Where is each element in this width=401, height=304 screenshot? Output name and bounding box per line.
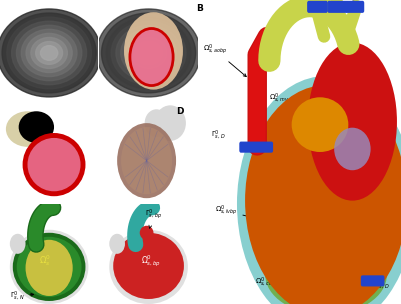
Ellipse shape [7,17,91,89]
Text: $\Omega^0_{s,lv}$: $\Omega^0_{s,lv}$ [360,214,377,233]
Text: G: G [288,8,296,18]
Ellipse shape [245,85,401,304]
Ellipse shape [308,43,397,201]
Ellipse shape [17,237,81,297]
Text: $\Omega^0_{s,mv}$: $\Omega^0_{s,mv}$ [269,92,305,114]
Ellipse shape [124,12,183,90]
Text: $\Gamma^0_{s,bp}$: $\Gamma^0_{s,bp}$ [145,208,162,228]
Text: $\Omega^0_{s,bp}$: $\Omega^0_{s,bp}$ [141,254,161,269]
Ellipse shape [97,9,200,97]
Ellipse shape [113,233,184,299]
Text: F: F [141,208,147,217]
Ellipse shape [2,13,96,93]
Ellipse shape [109,234,125,254]
Text: $\Omega^0_{s,av}$: $\Omega^0_{s,av}$ [360,141,379,154]
FancyBboxPatch shape [240,142,272,152]
Text: $\Omega^0_{s,lvbp}$: $\Omega^0_{s,lvbp}$ [215,204,292,228]
Text: C: C [4,107,10,116]
Ellipse shape [0,9,101,97]
Text: $\Omega^0_{s,total}$: $\Omega^0_{s,total}$ [300,185,330,199]
Ellipse shape [19,111,54,143]
Ellipse shape [10,234,26,254]
Ellipse shape [265,236,387,304]
Ellipse shape [22,133,85,196]
Text: D: D [176,107,184,116]
Ellipse shape [334,128,371,170]
Ellipse shape [26,33,72,73]
Ellipse shape [116,25,181,81]
FancyBboxPatch shape [362,276,384,286]
Ellipse shape [41,46,58,60]
Text: E: E [41,208,47,217]
Ellipse shape [131,29,172,85]
Text: A: A [4,4,11,13]
Ellipse shape [121,127,172,194]
Ellipse shape [31,37,67,68]
Ellipse shape [135,42,162,64]
Ellipse shape [6,111,49,147]
Text: $\Omega^0_{s,cushion}$: $\Omega^0_{s,cushion}$ [255,276,306,289]
Ellipse shape [140,226,154,240]
Text: $\Gamma^0_{s,N}$: $\Gamma^0_{s,N}$ [10,290,34,303]
Text: $\Gamma^0_{s,D}$: $\Gamma^0_{s,D}$ [375,279,389,292]
Ellipse shape [13,233,85,301]
Ellipse shape [106,17,191,89]
Ellipse shape [111,21,186,85]
FancyBboxPatch shape [308,2,327,12]
FancyBboxPatch shape [328,2,347,12]
FancyBboxPatch shape [346,2,364,12]
Ellipse shape [21,29,77,77]
Ellipse shape [140,46,157,60]
Ellipse shape [130,37,167,68]
Ellipse shape [26,240,73,296]
Ellipse shape [109,230,188,304]
Ellipse shape [10,230,88,304]
Ellipse shape [12,21,87,85]
Text: $\Omega^0_{s,aobp}$: $\Omega^0_{s,aobp}$ [203,43,246,77]
Ellipse shape [237,76,401,304]
Text: $\Omega^0_s$: $\Omega^0_s$ [39,254,51,268]
Ellipse shape [292,97,348,152]
Ellipse shape [16,25,82,81]
Text: $\Gamma^0_{s,D}$: $\Gamma^0_{s,D}$ [348,0,363,12]
Ellipse shape [101,13,196,93]
Text: B: B [196,4,203,13]
Ellipse shape [121,29,176,77]
Text: $\Gamma^0_{s,D}$: $\Gamma^0_{s,D}$ [211,129,225,142]
Ellipse shape [28,138,81,191]
Ellipse shape [154,105,186,141]
Text: $\Omega^0_{s,ao}$: $\Omega^0_{s,ao}$ [360,113,379,133]
Ellipse shape [36,42,63,64]
Ellipse shape [117,123,176,198]
Ellipse shape [145,109,168,137]
Ellipse shape [126,33,172,73]
